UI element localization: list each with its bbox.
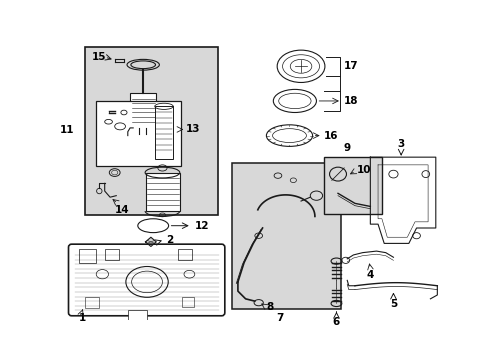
FancyBboxPatch shape [68,244,224,316]
Bar [104,249,118,260]
Text: 11: 11 [59,125,74,135]
Text: 8: 8 [266,302,273,311]
Bar [130,93,156,128]
Text: 17: 17 [343,61,357,71]
Bar [85,297,99,308]
Text: 7: 7 [275,313,283,323]
Bar [145,172,180,211]
Text: 14: 14 [115,205,129,215]
Bar [96,101,181,166]
Text: 4: 4 [366,270,373,280]
Text: 5: 5 [389,299,396,309]
Bar [127,310,147,320]
Bar [178,249,191,260]
Bar [85,47,218,215]
Text: 18: 18 [343,96,357,106]
Polygon shape [145,237,156,247]
Text: 16: 16 [324,131,338,141]
Bar [182,297,194,306]
Text: 1: 1 [79,313,86,323]
Text: 9: 9 [343,143,350,153]
Text: 3: 3 [397,139,404,149]
Text: 12: 12 [194,221,209,231]
Text: 13: 13 [185,125,200,134]
Text: 10: 10 [356,165,370,175]
Text: 15: 15 [91,52,106,62]
Bar [79,249,96,263]
Bar [231,163,341,309]
Bar [324,157,381,214]
Text: 2: 2 [166,235,173,244]
Bar [154,106,173,159]
Text: 6: 6 [332,316,339,327]
